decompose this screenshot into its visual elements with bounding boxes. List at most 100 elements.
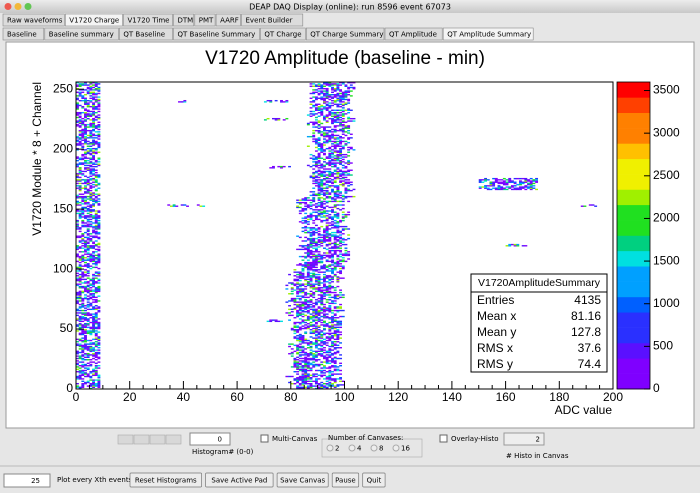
heat-cell	[92, 209, 95, 211]
heat-cell	[341, 103, 345, 105]
heat-cell	[328, 327, 332, 330]
every-spinner[interactable]	[3, 473, 51, 488]
tab[interactable]	[44, 27, 119, 41]
heat-cell	[505, 245, 509, 247]
overlay-checkbox[interactable]	[439, 434, 448, 443]
heat-cell	[97, 203, 101, 205]
heat-cell	[336, 246, 340, 248]
heat-cell	[94, 366, 98, 368]
heat-cell	[89, 314, 93, 317]
heat-cell	[84, 135, 87, 138]
heat-cell	[323, 361, 326, 363]
heat-cell	[331, 246, 334, 248]
tab[interactable]	[194, 13, 216, 27]
tab[interactable]	[123, 13, 173, 27]
heat-cell	[339, 307, 343, 309]
heat-cell	[94, 210, 98, 212]
tab[interactable]	[65, 13, 123, 27]
heat-cell	[312, 122, 316, 125]
heat-cell	[336, 341, 340, 343]
heat-cell	[320, 193, 324, 195]
heat-cell	[84, 127, 87, 129]
heat-cell	[97, 385, 101, 387]
tab[interactable]	[384, 27, 443, 41]
heat-cell	[84, 139, 87, 141]
canvas-radio[interactable]	[348, 444, 356, 452]
heat-cell	[314, 302, 318, 305]
heat-cell	[309, 242, 313, 245]
heat-cell	[347, 170, 351, 173]
heat-cell	[519, 181, 522, 183]
histo-count-spinner[interactable]	[503, 432, 545, 446]
heat-cell	[89, 95, 93, 97]
heat-cell	[328, 239, 332, 241]
heat-cell	[325, 375, 329, 378]
button[interactable]	[129, 472, 202, 488]
canvas-radio[interactable]	[326, 444, 334, 452]
heat-cell	[309, 165, 313, 168]
button[interactable]	[362, 472, 386, 488]
heat-cell	[333, 269, 337, 271]
tab[interactable]	[119, 27, 173, 41]
heat-cell	[76, 204, 79, 206]
heat-cell	[81, 260, 85, 263]
heat-cell	[309, 285, 313, 288]
heat-cell	[78, 104, 82, 107]
tab[interactable]	[173, 27, 260, 41]
tab[interactable]	[173, 13, 195, 27]
heat-cell	[320, 355, 324, 357]
heat-cell	[84, 372, 87, 374]
canvas-radio[interactable]	[392, 444, 400, 452]
heat-cell	[323, 219, 326, 222]
heat-cell	[502, 181, 506, 183]
heat-cell	[78, 371, 82, 373]
heat-region	[266, 319, 283, 323]
tab[interactable]	[260, 27, 306, 41]
heat-cell	[312, 294, 316, 296]
canvas-radio[interactable]	[370, 444, 378, 452]
button[interactable]	[331, 472, 360, 488]
heat-cell	[298, 299, 302, 301]
heat-cell	[344, 98, 348, 101]
heat-cell	[320, 239, 324, 241]
multi-canvas-checkbox[interactable]	[260, 434, 269, 443]
heat-cell	[92, 368, 95, 371]
heat-cell	[323, 309, 326, 312]
heat-cell	[285, 288, 289, 290]
heat-cell	[317, 236, 321, 239]
heat-cell	[76, 209, 79, 211]
heat-cell	[293, 361, 297, 363]
tab[interactable]	[241, 13, 304, 27]
heat-cell	[312, 373, 316, 375]
heat-cell	[304, 373, 308, 375]
close-button[interactable]	[4, 3, 12, 10]
heat-cell	[325, 248, 329, 251]
tab[interactable]	[2, 13, 65, 27]
heat-cell	[97, 108, 101, 110]
minimize-button[interactable]	[14, 3, 22, 10]
heat-cell	[325, 103, 329, 105]
histogram-spinner[interactable]	[189, 432, 231, 446]
tab[interactable]	[305, 27, 385, 41]
heat-cell	[312, 287, 316, 289]
heat-cell	[89, 153, 93, 156]
heat-cell	[339, 241, 343, 243]
heat-cell	[86, 207, 90, 210]
heat-cell	[341, 146, 345, 149]
tab[interactable]	[215, 13, 241, 27]
heat-cell	[304, 339, 308, 342]
tab[interactable]	[442, 27, 534, 41]
zoom-button[interactable]	[24, 3, 32, 10]
heat-cell	[84, 225, 87, 228]
heat-cell	[341, 204, 345, 206]
heat-cell	[529, 186, 533, 188]
heat-cell	[84, 243, 87, 246]
heat-cell	[84, 290, 87, 293]
heat-cell	[78, 258, 82, 260]
heat-cell	[94, 189, 98, 192]
heat-cell	[296, 330, 300, 332]
heat-cell	[97, 343, 101, 345]
tab[interactable]	[2, 27, 45, 41]
heat-cell	[282, 119, 286, 121]
